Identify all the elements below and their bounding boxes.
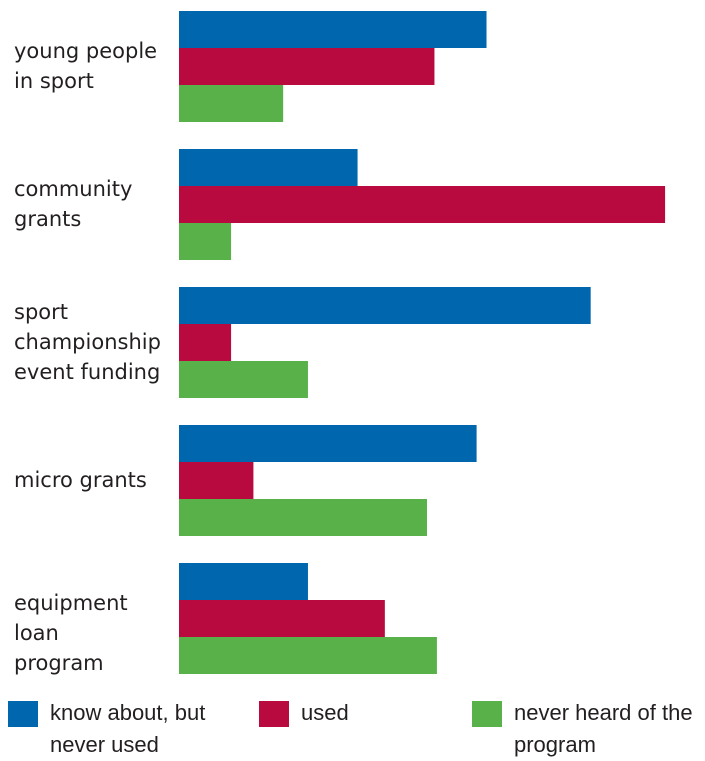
category-label-0: young people in sport: [14, 36, 179, 96]
legend-swatch: [8, 701, 38, 727]
bar-0-0: [179, 11, 487, 48]
bar-4-0: [179, 563, 308, 600]
bar-0-1: [179, 48, 435, 85]
category-label-line: sport: [14, 299, 68, 324]
category-label-line: in sport: [14, 68, 94, 93]
bar-4-2: [179, 637, 437, 674]
category-label-line: championship: [14, 329, 161, 354]
bars-canvas: [179, 11, 666, 674]
legend-label-line: know about, but: [50, 700, 206, 725]
bar-0-2: [179, 85, 284, 122]
bar-1-0: [179, 149, 358, 186]
bar-2-0: [179, 287, 591, 324]
bar-2-2: [179, 361, 308, 398]
bar-3-0: [179, 425, 477, 462]
bar-1-2: [179, 223, 232, 260]
category-label-line: community: [14, 176, 133, 201]
category-label-line: program: [14, 650, 104, 675]
legend-label: used: [301, 697, 349, 729]
legend-swatch: [259, 701, 289, 727]
category-label-line: grants: [14, 206, 82, 231]
category-label-line: equipment loan: [14, 590, 128, 645]
bar-3-2: [179, 499, 427, 536]
legend-label: know about, but never used: [50, 697, 205, 761]
category-label-4: equipment loan program: [14, 588, 179, 678]
legend-label-line: program: [514, 732, 596, 757]
category-label-line: young people: [14, 38, 158, 63]
category-label-line: event funding: [14, 359, 161, 384]
category-label-line: micro grants: [14, 467, 147, 492]
bar-1-1: [179, 186, 666, 223]
legend-swatch: [472, 701, 502, 727]
legend-label: never heard of the program: [514, 697, 693, 761]
bar-4-1: [179, 600, 385, 637]
bar-2-1: [179, 324, 232, 361]
bar-3-1: [179, 462, 254, 499]
category-label-3: micro grants: [14, 465, 179, 495]
legend-label-line: never used: [50, 732, 159, 757]
legend-label-line: used: [301, 700, 349, 725]
category-label-1: community grants: [14, 174, 179, 234]
category-label-2: sport championship event funding: [14, 297, 179, 387]
legend-label-line: never heard of the: [514, 700, 693, 725]
